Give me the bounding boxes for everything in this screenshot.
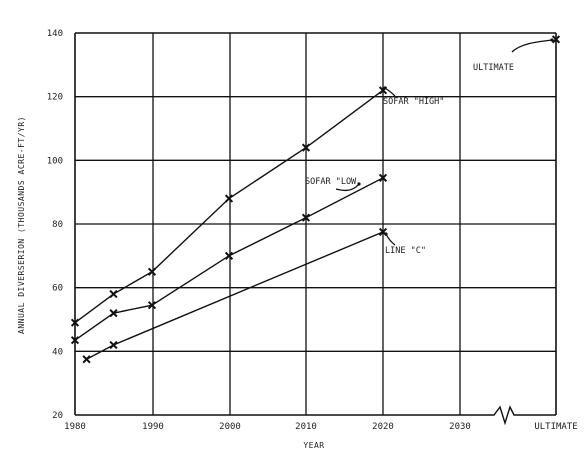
annotations: SOFAR "HIGH" SOFAR "LOW LINE "C" ULTIMATE (305, 38, 554, 256)
axis-break (486, 405, 520, 426)
data-point-s3-0 (551, 35, 561, 44)
annotation-label-1: SOFAR "LOW (305, 177, 357, 187)
y-tick-label-80: 80 (52, 220, 63, 230)
y-tick-label-20: 20 (52, 411, 63, 421)
data-point-s0-4 (301, 143, 311, 152)
annotation-arrowhead-1 (357, 182, 361, 186)
series-line-0 (74, 89, 384, 324)
x-tick-label-1980: 1980 (64, 422, 86, 432)
data-point-s1-1 (109, 309, 118, 318)
data-point-s2-0 (82, 355, 91, 364)
y-tick-label-140: 140 (47, 29, 63, 39)
annotation-arrowhead-3 (550, 38, 554, 42)
x-tick-labels: 1980 1990 2000 2010 2020 2030 ULTIMATE (64, 422, 578, 432)
annotation-arrow-1 (335, 183, 360, 191)
x-axis-label: YEAR (303, 441, 324, 450)
x-tick-label-ULTIMATE: ULTIMATE (534, 422, 577, 432)
data-point-s0-1 (109, 289, 118, 299)
annotation-arrowhead-0 (383, 86, 387, 90)
annotation-label-0: SOFAR "HIGH" (383, 97, 444, 107)
data-point-s2-1 (109, 340, 118, 350)
x-tick-label-2030: 2030 (449, 422, 471, 432)
annotation-arrow-2 (385, 233, 396, 246)
x-tick-label-2000: 2000 (219, 422, 241, 432)
y-tick-labels: 20 40 60 80 100 120 140 (47, 29, 63, 421)
annotation-arrow-3 (511, 39, 553, 53)
y-tick-label-120: 120 (47, 93, 63, 103)
data-point-s1-3 (224, 251, 234, 260)
data-point-s1-0 (70, 336, 80, 345)
x-tick-label-2020: 2020 (372, 422, 394, 432)
data-point-s0-2 (147, 267, 157, 276)
grid (74, 32, 557, 416)
series-line-1 (74, 177, 384, 341)
data-point-s1-4 (301, 213, 311, 222)
y-tick-label-60: 60 (52, 284, 63, 294)
y-tick-label-40: 40 (52, 347, 63, 357)
series-lines (74, 89, 384, 360)
y-tick-label-100: 100 (47, 156, 63, 166)
data-point-s0-3 (224, 194, 234, 203)
series-line-2 (86, 231, 384, 360)
annotation-arrow-0 (384, 87, 396, 97)
annotation-label-3: ULTIMATE (473, 63, 514, 73)
data-point-s1-2 (147, 301, 157, 310)
annotation-label-2: LINE "C" (385, 246, 426, 256)
x-tick-label-1990: 1990 (142, 422, 164, 432)
data-point-s0-0 (70, 318, 80, 327)
y-axis-label: ANNUAL DIVERSERION (THOUSANDS ACRE-FT/YR… (17, 116, 26, 334)
series-markers (70, 35, 561, 364)
annotation-arrowhead-2 (384, 232, 388, 236)
axis-break-mark (486, 405, 520, 426)
data-point-s1-5 (378, 173, 388, 182)
x-tick-label-2010: 2010 (295, 422, 317, 432)
